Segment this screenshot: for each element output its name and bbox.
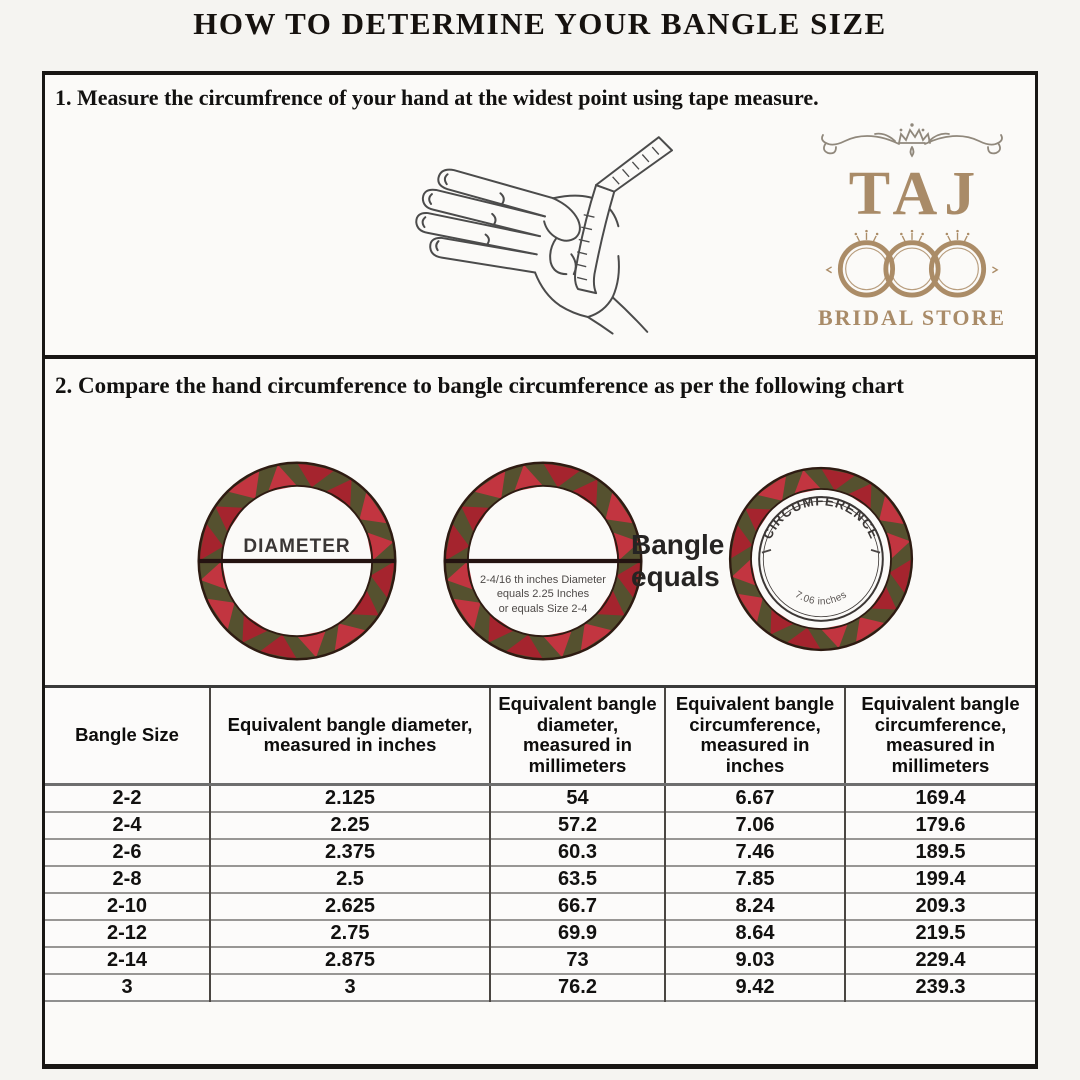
column-header: Equivalent bangle diameter, measured in … — [489, 686, 665, 786]
column-header: Equivalent bangle circumference, measure… — [664, 686, 845, 786]
brand-name: TAJ — [848, 160, 983, 228]
cell: 9.03 — [664, 945, 845, 974]
section2-heading: 2. Compare the hand circumference to ban… — [55, 373, 904, 398]
size-note-line: equals 2.25 Inches — [496, 588, 590, 601]
section-measure-hand: 1. Measure the circumfrence of your hand… — [42, 71, 1038, 355]
size-note-line: 2-4/16 th inches Diameter — [480, 574, 606, 586]
table-row: 2-4 2.25 57.2 7.06 179.6 — [45, 810, 1035, 839]
flourish-crown-icon — [821, 123, 1003, 158]
cell: 69.9 — [489, 918, 665, 947]
table-row: 2-2 2.125 54 6.67 169.4 — [45, 784, 1035, 812]
cell: 209.3 — [844, 891, 1035, 920]
cell: 3 — [45, 972, 210, 1001]
inner-circle — [758, 496, 884, 622]
cell: 54 — [489, 784, 665, 812]
label-dashes — [761, 549, 881, 554]
section-compare-chart: 2. Compare the hand circumference to ban… — [42, 355, 1038, 1069]
bangle-circumference-diagram: CIRCUMFERENCE 7.06 inches — [721, 459, 921, 659]
cell: 2.25 — [209, 810, 490, 839]
cell: 2.125 — [209, 784, 490, 812]
column-header: Bangle Size — [45, 686, 210, 786]
cell: 189.5 — [844, 837, 1035, 866]
cell: 239.3 — [844, 972, 1035, 1001]
cell: 2.625 — [209, 891, 490, 920]
equals-line: equals — [631, 561, 720, 593]
bangle-equals-label: Bangle equals — [631, 529, 731, 593]
cell: 179.6 — [844, 810, 1035, 839]
column-header: Equivalent bangle diameter, measured in … — [209, 686, 490, 786]
three-bangles-icon — [825, 229, 999, 298]
brand-subtitle: BRIDAL STORE — [817, 305, 1007, 330]
circumference-value: 7.06 inches — [793, 589, 849, 607]
table-row: 2-12 2.75 69.9 8.64 219.5 — [45, 918, 1035, 947]
table-row: 3 3 76.2 9.42 239.3 — [45, 972, 1035, 1001]
cell: 2-8 — [45, 864, 210, 893]
bangle-diameter-diagram: DIAMETER — [191, 455, 403, 667]
brand-logo: TAJ — [807, 117, 1017, 331]
cell: 2.5 — [209, 864, 490, 893]
section1-heading: 1. Measure the circumfrence of your hand… — [55, 85, 819, 110]
inner-circle-thin — [762, 500, 880, 618]
diameter-label: DIAMETER — [243, 536, 351, 557]
table-row: 2-6 2.375 60.3 7.46 189.5 — [45, 837, 1035, 866]
cell: 60.3 — [489, 837, 665, 866]
cell: 219.5 — [844, 918, 1035, 947]
cell: 2.875 — [209, 945, 490, 974]
bangle-icon: CIRCUMFERENCE 7.06 inches — [728, 466, 914, 652]
size-note: 2-4/16 th inches Diameter equals 2.25 In… — [462, 573, 623, 616]
cell: 7.85 — [664, 864, 845, 893]
cell: 2-4 — [45, 810, 210, 839]
bangle-icon — [197, 461, 397, 661]
tape-band — [574, 184, 616, 295]
cell: 9.42 — [664, 972, 845, 1001]
bangle-icon — [443, 461, 643, 661]
cell: 169.4 — [844, 784, 1035, 812]
cell: 2-10 — [45, 891, 210, 920]
cell: 229.4 — [844, 945, 1035, 974]
equals-line: Bangle — [631, 529, 725, 560]
cell: 7.46 — [664, 837, 845, 866]
cell: 57.2 — [489, 810, 665, 839]
cell: 63.5 — [489, 864, 665, 893]
cell: 73 — [489, 945, 665, 974]
cell: 2.75 — [209, 918, 490, 947]
cell: 199.4 — [844, 864, 1035, 893]
cell: 8.64 — [664, 918, 845, 947]
cell: 8.24 — [664, 891, 845, 920]
cell: 7.06 — [664, 810, 845, 839]
cell: 2-14 — [45, 945, 210, 974]
cell: 66.7 — [489, 891, 665, 920]
hand-with-tape-measure-illustration — [415, 136, 673, 335]
cell: 2-12 — [45, 918, 210, 947]
table-row: 2-14 2.875 73 9.03 229.4 — [45, 945, 1035, 974]
header-row: Bangle Size Equivalent bangle diameter, … — [45, 686, 1035, 786]
cell: 3 — [209, 972, 490, 1001]
size-chart-table: Bangle Size Equivalent bangle diameter, … — [45, 685, 1035, 1002]
table-row: 2-8 2.5 63.5 7.85 199.4 — [45, 864, 1035, 893]
cell: 6.67 — [664, 784, 845, 812]
page-title: HOW TO DETERMINE YOUR BANGLE SIZE — [193, 6, 887, 41]
cell: 2.375 — [209, 837, 490, 866]
size-note-line: or equals Size 2-4 — [498, 602, 588, 615]
cell: 2-2 — [112, 786, 142, 809]
bangle-size-example-diagram: 2-4/16 th inches Diameter equals 2.25 In… — [437, 455, 649, 667]
table-row: 2-10 2.625 66.7 8.24 209.3 — [45, 891, 1035, 920]
cell: 76.2 — [489, 972, 665, 1001]
column-header: Equivalent bangle circumference, measure… — [844, 686, 1035, 786]
cell: 2-6 — [45, 837, 210, 866]
